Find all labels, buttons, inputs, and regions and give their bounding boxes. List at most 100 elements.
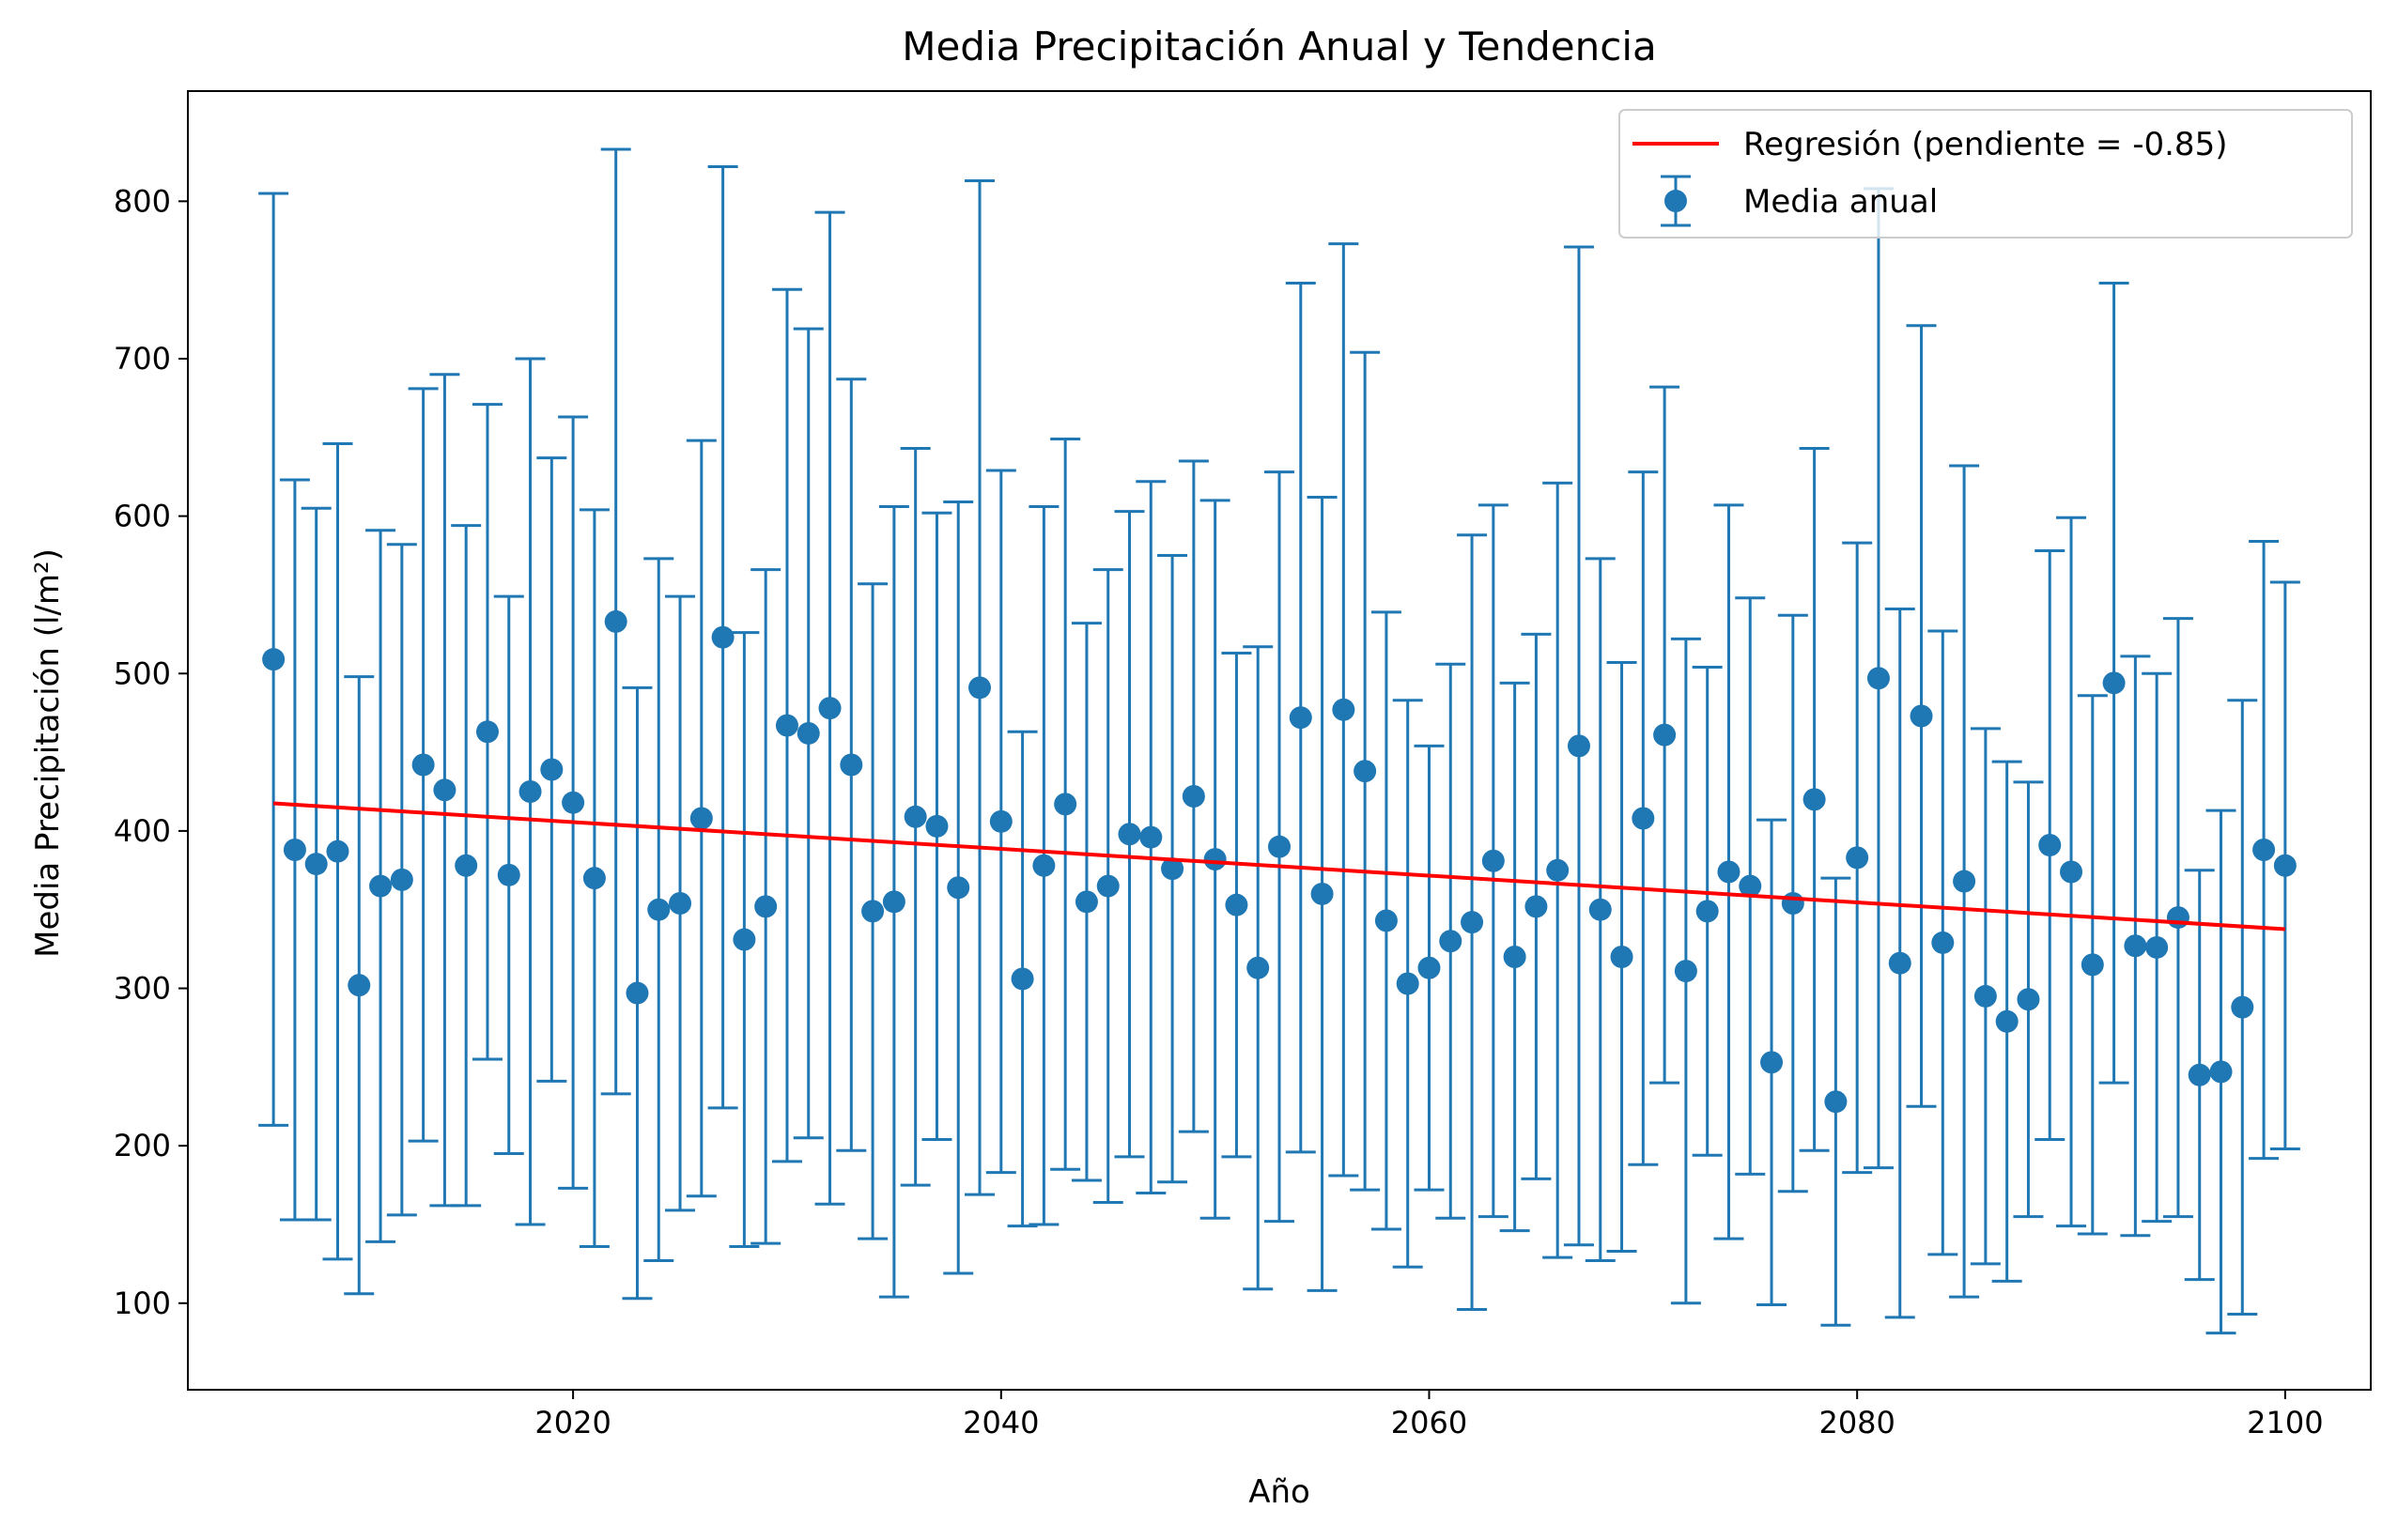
data-point-2086 xyxy=(1973,984,1997,1008)
data-point-2008 xyxy=(304,853,328,876)
x-tick-label: 2060 xyxy=(1391,1405,1467,1440)
data-point-2038 xyxy=(947,876,970,900)
data-point-2076 xyxy=(1760,1051,1784,1074)
data-point-2017 xyxy=(497,863,520,886)
plot-frame xyxy=(187,90,2372,1391)
data-point-2054 xyxy=(1289,706,1312,730)
data-point-2085 xyxy=(1953,870,1976,893)
data-point-2048 xyxy=(1161,857,1184,881)
data-point-2024 xyxy=(647,898,671,921)
chart-title: Media Precipitación Anual y Tendencia xyxy=(902,23,1657,69)
data-point-2073 xyxy=(1695,900,1719,923)
data-point-2035 xyxy=(882,890,905,914)
x-axis: 2020 2040 2060 2080 2100 xyxy=(534,1390,2324,1440)
data-point-2052 xyxy=(1246,956,1270,979)
legend-errorbar-swatch xyxy=(1661,175,1691,227)
y-tick-label: 500 xyxy=(114,655,171,691)
data-point-2065 xyxy=(1524,895,1548,918)
data-point-2087 xyxy=(1995,1009,2019,1033)
data-point-2041 xyxy=(1011,967,1034,991)
data-point-2100 xyxy=(2273,854,2297,877)
data-point-2021 xyxy=(582,867,606,890)
data-point-2090 xyxy=(2060,860,2083,884)
y-tick-label: 600 xyxy=(114,499,171,534)
data-point-2051 xyxy=(1225,893,1248,916)
data-point-2092 xyxy=(2102,671,2126,695)
data-point-2057 xyxy=(1354,760,1377,783)
data-point-2080 xyxy=(1846,846,1869,870)
data-point-2071 xyxy=(1653,723,1677,747)
data-point-2013 xyxy=(411,753,435,777)
data-point-2063 xyxy=(1481,849,1505,872)
data-point-2079 xyxy=(1824,1090,1848,1114)
data-point-2014 xyxy=(433,778,456,802)
data-point-2025 xyxy=(669,892,692,916)
data-point-2010 xyxy=(348,974,371,997)
data-point-2045 xyxy=(1096,874,1120,898)
data-point-2096 xyxy=(2188,1063,2211,1086)
data-point-2016 xyxy=(475,720,499,744)
data-point-2037 xyxy=(925,814,949,838)
regression-line xyxy=(273,801,2285,932)
plot-area xyxy=(187,90,2372,1391)
y-tick-label: 100 xyxy=(114,1286,171,1321)
data-point-2066 xyxy=(1546,858,1570,882)
data-point-2009 xyxy=(326,839,349,863)
data-point-2091 xyxy=(2081,953,2104,977)
data-point-2023 xyxy=(626,981,649,1005)
data-point-2060 xyxy=(1417,956,1441,979)
data-point-2094 xyxy=(2145,935,2169,959)
legend-series-label: Media anual xyxy=(1743,183,1938,221)
data-point-2040 xyxy=(989,809,1013,833)
data-point-2029 xyxy=(754,895,778,918)
data-point-2034 xyxy=(861,900,885,923)
x-axis-title: Año xyxy=(1248,1473,1310,1511)
data-point-2015 xyxy=(455,854,478,877)
data-point-2019 xyxy=(540,758,564,781)
data-point-2069 xyxy=(1610,946,1633,968)
data-point-2088 xyxy=(2017,988,2040,1011)
y-axis: 100 200 300 400 500 600 700 800 xyxy=(114,183,188,1321)
data-point-2039 xyxy=(968,676,992,700)
data-point-2028 xyxy=(733,928,756,951)
y-tick-label: 200 xyxy=(114,1128,171,1163)
data-point-2067 xyxy=(1567,734,1590,758)
data-point-2089 xyxy=(2038,833,2062,856)
y-tick-label: 400 xyxy=(114,813,171,849)
data-point-2053 xyxy=(1268,835,1291,858)
data-point-2059 xyxy=(1396,972,1419,995)
data-point-2082 xyxy=(1888,951,1911,975)
data-point-2046 xyxy=(1118,823,1141,846)
data-point-2058 xyxy=(1374,909,1398,932)
data-point-2050 xyxy=(1203,848,1227,871)
data-point-2097 xyxy=(2209,1060,2233,1084)
data-point-2026 xyxy=(689,807,713,830)
data-point-2012 xyxy=(390,868,413,891)
y-tick-label: 700 xyxy=(114,341,171,377)
y-tick-label: 800 xyxy=(114,183,171,219)
data-point-2098 xyxy=(2231,995,2254,1019)
x-tick-label: 2040 xyxy=(963,1405,1039,1440)
legend-box xyxy=(1618,109,2353,239)
data-point-2064 xyxy=(1503,946,1526,968)
data-point-2081 xyxy=(1866,667,1890,690)
x-tick-label: 2100 xyxy=(2247,1405,2323,1440)
data-point-2074 xyxy=(1717,860,1740,884)
data-point-2033 xyxy=(840,753,863,777)
data-point-2093 xyxy=(2124,934,2147,958)
data-point-2095 xyxy=(2166,906,2189,930)
data-point-2011 xyxy=(369,874,393,898)
data-point-2036 xyxy=(904,805,927,828)
data-point-2099 xyxy=(2252,839,2276,862)
data-point-2027 xyxy=(711,625,735,649)
data-point-2078 xyxy=(1802,788,1826,811)
data-point-2049 xyxy=(1182,785,1205,808)
data-point-2018 xyxy=(518,779,542,803)
x-tick-label: 2020 xyxy=(534,1405,611,1440)
data-point-2083 xyxy=(1910,704,1933,728)
data-point-2062 xyxy=(1461,911,1484,934)
data-point-2055 xyxy=(1310,882,1334,905)
data-point-2047 xyxy=(1139,825,1163,849)
